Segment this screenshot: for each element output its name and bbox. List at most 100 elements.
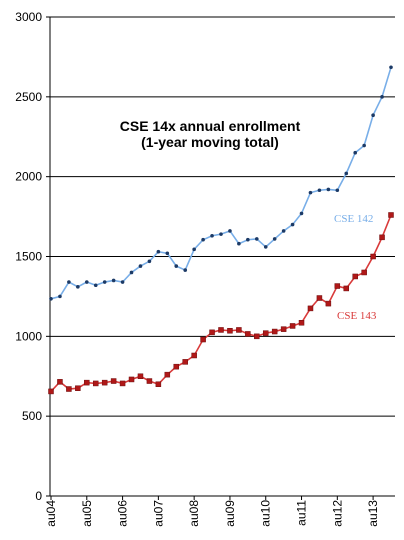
- data-point-cse-142: [49, 297, 53, 301]
- y-tick-label: 2500: [15, 90, 42, 104]
- data-point-cse-142: [165, 251, 170, 256]
- data-point-cse-143: [370, 253, 376, 260]
- data-point-cse-142: [76, 285, 80, 289]
- data-point-cse-143: [92, 380, 99, 387]
- data-point-cse-142: [58, 294, 62, 299]
- data-point-cse-142: [84, 280, 89, 284]
- data-point-cse-143: [155, 381, 162, 387]
- x-tick-label: au06: [116, 500, 130, 527]
- data-point-cse-143: [316, 295, 323, 301]
- x-tick-label: au10: [259, 500, 273, 527]
- data-point-cse-143: [57, 379, 63, 385]
- data-point-cse-142: [326, 187, 331, 192]
- data-point-cse-143: [298, 320, 305, 326]
- data-point-cse-142: [237, 241, 241, 246]
- data-point-cse-142: [67, 280, 71, 284]
- data-point-cse-143: [84, 379, 90, 386]
- y-tick-label: 3000: [15, 10, 42, 24]
- data-point-cse-143: [200, 336, 206, 343]
- data-point-cse-142: [129, 270, 134, 275]
- data-point-cse-142: [93, 283, 98, 288]
- data-point-cse-142: [308, 190, 313, 195]
- data-point-cse-143: [227, 327, 233, 334]
- data-point-cse-142: [344, 171, 349, 176]
- data-point-cse-143: [334, 283, 341, 289]
- y-tick-label: 2000: [15, 170, 42, 184]
- chart-title-line-1: CSE 14x annual enrollment: [120, 118, 301, 134]
- data-point-cse-143: [218, 327, 224, 333]
- x-tick-label: au12: [330, 500, 344, 527]
- data-point-cse-143: [173, 363, 180, 370]
- data-point-cse-143: [307, 305, 314, 312]
- gridlines: [50, 16, 395, 417]
- data-point-cse-142: [353, 150, 358, 155]
- data-point-cse-142: [201, 237, 205, 242]
- data-point-cse-143: [182, 359, 188, 365]
- x-tick-label: au11: [295, 500, 309, 526]
- y-tick-label: 1500: [15, 250, 42, 264]
- series-label-cse-142: CSE 142: [334, 213, 373, 225]
- data-point-cse-143: [271, 328, 278, 335]
- data-point-cse-143: [128, 376, 135, 383]
- data-point-cse-143: [280, 326, 287, 332]
- data-point-cse-142: [147, 259, 152, 264]
- data-point-cse-142: [219, 232, 223, 236]
- series-group: [48, 65, 394, 395]
- data-point-cse-142: [210, 233, 214, 238]
- data-point-cse-142: [335, 188, 340, 193]
- data-point-cse-142: [317, 188, 322, 193]
- data-point-cse-142: [380, 95, 384, 99]
- data-point-cse-143: [262, 330, 269, 336]
- series-line-cse-142: [50, 67, 392, 300]
- y-tick-label: 500: [22, 409, 42, 423]
- data-point-cse-142: [389, 65, 393, 70]
- data-point-cse-142: [263, 245, 268, 249]
- data-point-cse-143: [191, 352, 197, 359]
- data-point-cse-143: [236, 327, 242, 333]
- data-point-cse-143: [209, 329, 215, 336]
- data-point-cse-142: [299, 211, 304, 216]
- data-point-cse-142: [272, 237, 277, 241]
- data-point-cse-142: [156, 249, 161, 254]
- x-tick-label: au08: [187, 500, 201, 527]
- x-axis-ticks: au04 au05 au06 au07 au08 au09 au10 au11 au12 au13: [44, 496, 380, 527]
- series-line-cse-143: [50, 214, 392, 392]
- data-point-cse-143: [343, 285, 350, 292]
- data-point-cse-143: [254, 333, 260, 340]
- x-tick-label: au07: [151, 500, 165, 527]
- y-axis-ticks: 0 500 1000 1500 2000 2500 3000: [15, 10, 50, 503]
- data-point-cse-143: [137, 373, 144, 379]
- x-tick-label: au13: [366, 500, 380, 527]
- data-point-cse-143: [388, 212, 394, 218]
- data-point-cse-143: [325, 300, 332, 307]
- data-point-cse-143: [48, 388, 54, 395]
- data-point-cse-143: [66, 386, 72, 392]
- data-point-cse-143: [164, 371, 171, 378]
- x-tick-label: au04: [44, 500, 58, 527]
- data-point-cse-143: [146, 378, 153, 384]
- data-point-cse-142: [102, 280, 107, 284]
- data-point-cse-143: [379, 234, 385, 241]
- data-point-cse-142: [362, 143, 366, 148]
- data-point-cse-142: [281, 229, 286, 233]
- data-point-cse-143: [75, 385, 81, 391]
- data-point-cse-143: [352, 273, 358, 280]
- chart-title-line-2: (1-year moving total): [141, 134, 279, 150]
- data-point-cse-142: [254, 237, 259, 241]
- data-point-cse-142: [371, 113, 375, 117]
- data-point-cse-143: [245, 331, 251, 337]
- x-tick-label: au09: [223, 500, 237, 527]
- series-label-cse-143: CSE 143: [337, 310, 377, 322]
- data-point-cse-142: [246, 237, 250, 242]
- data-point-cse-142: [228, 229, 232, 233]
- x-tick-label: au05: [80, 500, 94, 527]
- data-point-cse-142: [111, 278, 116, 283]
- data-point-cse-142: [192, 247, 196, 252]
- y-tick-label: 0: [35, 489, 42, 503]
- data-point-cse-143: [119, 380, 126, 387]
- data-point-cse-143: [110, 378, 117, 384]
- data-point-cse-142: [120, 280, 125, 284]
- y-tick-label: 1000: [15, 329, 42, 343]
- data-point-cse-142: [138, 264, 143, 268]
